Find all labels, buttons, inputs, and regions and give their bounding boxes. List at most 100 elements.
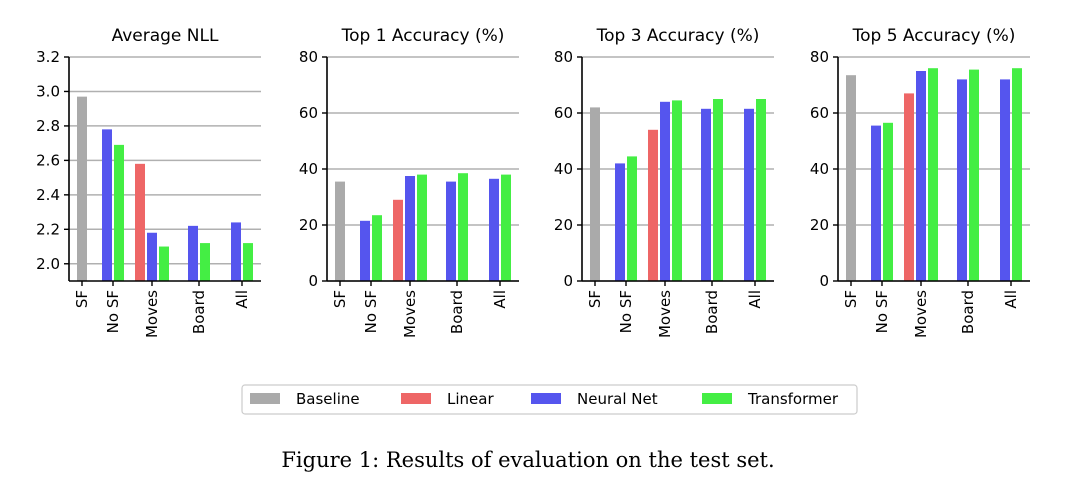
- x-tick-label: Moves: [143, 290, 161, 338]
- x-tick-label: All: [1002, 290, 1020, 309]
- y-tick-label: 80: [810, 48, 829, 66]
- legend-label: Neural Net: [577, 390, 658, 408]
- y-tick-label: 0: [819, 272, 829, 290]
- y-tick-label: 2.6: [36, 151, 60, 169]
- bar-neural-net: [871, 125, 881, 281]
- bar-neural-net: [489, 178, 499, 281]
- x-tick-label: Moves: [656, 290, 674, 338]
- legend-swatch: [250, 393, 280, 404]
- bar-linear: [904, 93, 914, 282]
- bar-transformer: [159, 246, 169, 281]
- bar-neural-net: [701, 108, 711, 281]
- legend-swatch: [702, 393, 732, 404]
- legend-item: Neural Net: [531, 390, 658, 408]
- x-tick-label: Board: [703, 290, 721, 334]
- y-tick-label: 40: [554, 160, 573, 178]
- bar-neural-net: [231, 222, 241, 281]
- bar-baseline: [335, 181, 345, 281]
- panel-title: Average NLL: [112, 26, 219, 46]
- chart-panel-3: 0 20 40 60 80 SF No SF Moves Board All Top 3 Accur…: [554, 26, 774, 338]
- bar-neural-net: [188, 225, 198, 281]
- bar-linear: [648, 129, 658, 281]
- legend-label: Baseline: [296, 390, 360, 408]
- bar-neural-net: [916, 71, 926, 281]
- legend: Baseline Linear Neural Net Transformer: [241, 384, 858, 415]
- bar-transformer: [243, 243, 253, 281]
- x-tick-label: No SF: [873, 290, 891, 333]
- bar-neural-net: [957, 79, 967, 282]
- x-tick-label: No SF: [104, 290, 122, 333]
- bar-neural-net: [360, 220, 370, 281]
- legend-label: Transformer: [747, 390, 839, 408]
- chart-panel-2: 0 20 40 60 80 SF No SF Moves Board All Top 1 Accur…: [299, 26, 519, 338]
- y-tick-label: 2.4: [36, 186, 60, 204]
- bar-transformer: [114, 144, 124, 281]
- bar-transformer: [627, 156, 637, 281]
- bar-transformer: [928, 68, 938, 281]
- y-tick-label: 40: [810, 160, 829, 178]
- x-tick-label: Board: [959, 290, 977, 334]
- bar-transformer: [713, 99, 723, 281]
- x-tick-label: SF: [586, 290, 604, 308]
- y-tick-label: 2.2: [36, 220, 60, 238]
- y-tick-label: 60: [554, 104, 573, 122]
- x-tick-label: All: [491, 290, 509, 309]
- x-tick-label: SF: [73, 290, 91, 308]
- x-tick-label: Board: [448, 290, 466, 334]
- panel-title: Top 3 Accuracy (%): [596, 26, 760, 46]
- bar-baseline: [77, 96, 87, 281]
- legend-item: Transformer: [702, 390, 839, 408]
- x-tick-label: All: [746, 290, 764, 309]
- chart-panel-4: 0 20 40 60 80 SF No SF Moves Board All Top 5 Accur…: [810, 26, 1030, 338]
- bar-neural-net: [446, 181, 456, 281]
- y-tick-label: 0: [563, 272, 573, 290]
- x-tick-label: Board: [190, 290, 208, 334]
- legend-item: Linear: [401, 390, 494, 408]
- y-tick-label: 2.8: [36, 117, 60, 135]
- x-tick-label: Moves: [401, 290, 419, 338]
- bar-transformer: [969, 69, 979, 281]
- bar-neural-net: [102, 129, 112, 281]
- bar-transformer: [672, 100, 682, 282]
- x-tick-label: SF: [842, 290, 860, 308]
- bar-neural-net: [147, 232, 157, 281]
- bar-neural-net: [660, 101, 670, 281]
- x-tick-label: Moves: [912, 290, 930, 338]
- legend-swatch: [531, 393, 561, 404]
- y-tick-label: 20: [554, 216, 573, 234]
- bar-baseline: [846, 75, 856, 281]
- y-tick-label: 20: [299, 216, 318, 234]
- y-tick-label: 3.0: [36, 82, 60, 100]
- bar-transformer: [883, 122, 893, 281]
- y-tick-label: 60: [810, 104, 829, 122]
- x-tick-label: No SF: [362, 290, 380, 333]
- bar-transformer: [417, 174, 427, 281]
- y-tick-label: 2.0: [36, 255, 60, 273]
- bar-transformer: [501, 174, 511, 281]
- chart-panels: 2.0 2.2 2.4 2.6 2.8 3.0 3.2 SF No SF Moves Board Al…: [36, 26, 1030, 338]
- x-tick-label: SF: [331, 290, 349, 308]
- bar-neural-net: [405, 176, 415, 281]
- x-tick-label: No SF: [617, 290, 635, 333]
- y-tick-label: 40: [299, 160, 318, 178]
- bar-transformer: [200, 243, 210, 281]
- bar-linear: [393, 199, 403, 281]
- bar-neural-net: [744, 108, 754, 281]
- legend-item: Baseline: [250, 390, 360, 408]
- bar-neural-net: [615, 163, 625, 281]
- bar-transformer: [756, 99, 766, 281]
- bar-linear: [135, 163, 145, 281]
- bar-baseline: [590, 107, 600, 282]
- y-tick-label: 80: [299, 48, 318, 66]
- y-tick-label: 80: [554, 48, 573, 66]
- x-tick-label: All: [233, 290, 251, 309]
- y-tick-label: 0: [308, 272, 318, 290]
- chart-panel-1: 2.0 2.2 2.4 2.6 2.8 3.0 3.2 SF No SF Moves Board Al…: [36, 26, 261, 338]
- bar-transformer: [372, 215, 382, 281]
- legend-items: Baseline Linear Neural Net Transformer: [250, 390, 839, 408]
- figure-caption: Figure 1: Results of evaluation on the t…: [281, 448, 774, 472]
- y-tick-label: 3.2: [36, 48, 60, 66]
- bar-neural-net: [1000, 79, 1010, 282]
- legend-swatch: [401, 393, 431, 404]
